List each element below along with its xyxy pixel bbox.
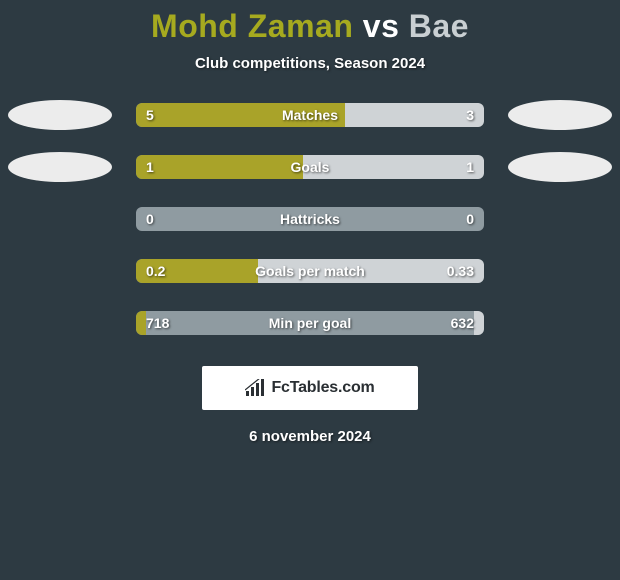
player1-badge <box>8 100 112 130</box>
player1-name: Mohd Zaman <box>151 8 353 44</box>
stat-bar-track: 53Matches <box>136 103 484 127</box>
metric-label: Hattricks <box>136 207 484 231</box>
player2-value: 0 <box>456 207 484 231</box>
player2-value: 0.33 <box>437 259 484 283</box>
player1-value: 0.2 <box>136 259 175 283</box>
metric-label: Min per goal <box>136 311 484 335</box>
source-logo: FcTables.com <box>245 379 374 397</box>
date-text: 6 november 2024 <box>249 428 371 445</box>
comparison-title: Mohd Zaman vs Bae <box>151 8 469 45</box>
player1-bar-fill <box>136 103 345 127</box>
spacer <box>508 308 612 338</box>
player1-value: 5 <box>136 103 164 127</box>
stat-row: 718 632Min per goal <box>8 308 612 338</box>
player2-value: 632 <box>441 311 484 335</box>
spacer <box>8 308 112 338</box>
spacer <box>508 204 612 234</box>
player2-badge <box>508 152 612 182</box>
vs-text: vs <box>363 8 400 44</box>
player2-value: 3 <box>456 103 484 127</box>
spacer <box>8 256 112 286</box>
spacer <box>508 256 612 286</box>
stat-bar-track: 718 632Min per goal <box>136 311 484 335</box>
stat-row: 53Matches <box>8 100 612 130</box>
player1-badge <box>8 152 112 182</box>
season-subtitle: Club competitions, Season 2024 <box>195 55 425 72</box>
player2-name: Bae <box>409 8 469 44</box>
stat-row: 11Goals <box>8 152 612 182</box>
stat-bar-track: 11Goals <box>136 155 484 179</box>
bar-chart-icon <box>245 379 267 397</box>
stat-bar-track: 0 0Hattricks <box>136 207 484 231</box>
stat-row: 0 0Hattricks <box>8 204 612 234</box>
source-logo-text: FcTables.com <box>271 379 374 397</box>
player1-value: 718 <box>136 311 179 335</box>
stat-row: 0.20.33Goals per match <box>8 256 612 286</box>
stat-bar-track: 0.20.33Goals per match <box>136 259 484 283</box>
player2-value: 1 <box>456 155 484 179</box>
stats-rows: 53Matches11Goals00Hattricks0.20.33Goals … <box>8 100 612 360</box>
player1-value: 1 <box>136 155 164 179</box>
comparison-card: Mohd Zaman vs Bae Club competitions, Sea… <box>0 0 620 445</box>
source-logo-box: FcTables.com <box>202 366 418 410</box>
player2-badge <box>508 100 612 130</box>
spacer <box>8 204 112 234</box>
player1-value: 0 <box>136 207 164 231</box>
